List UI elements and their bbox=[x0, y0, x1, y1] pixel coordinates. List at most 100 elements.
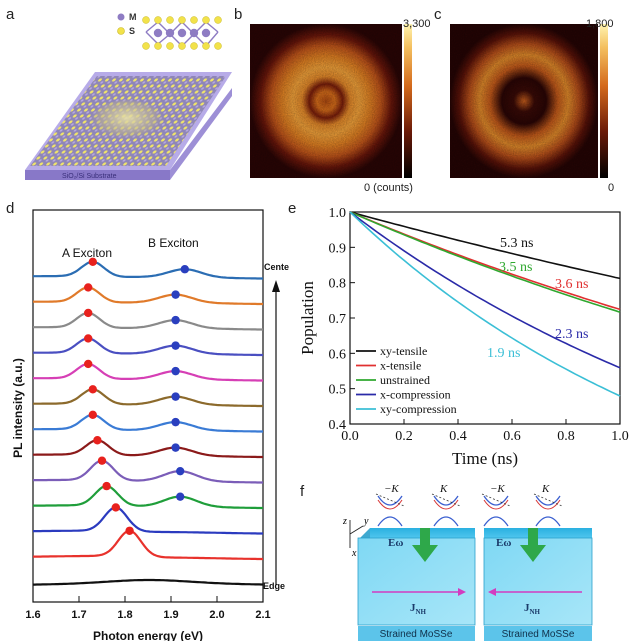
valley-label: K bbox=[541, 483, 550, 495]
a-exciton-marker bbox=[125, 526, 134, 535]
population-curve bbox=[349, 211, 621, 280]
chart-e-xtick-label: 0.8 bbox=[557, 429, 575, 444]
chart-e-ytick-label: 1.0 bbox=[329, 206, 347, 221]
colorbar-c-min: 0 bbox=[608, 182, 615, 194]
coordinate-axes bbox=[349, 520, 364, 548]
substrate-label: SiO₂/Si Substrate bbox=[62, 173, 117, 180]
substrate-side bbox=[25, 88, 232, 180]
slab-label-left-bg bbox=[358, 626, 475, 641]
axis-x-label: x bbox=[351, 548, 357, 559]
panel-letter-f: f bbox=[300, 483, 305, 500]
population-curve bbox=[349, 211, 621, 369]
chart-e-ytick-label: 0.7 bbox=[329, 312, 347, 327]
conduction-band-split bbox=[377, 499, 403, 510]
panel-letter-b: b bbox=[234, 6, 243, 23]
valence-band bbox=[433, 516, 459, 527]
substrate-top bbox=[25, 72, 232, 170]
legend-label: x-compression bbox=[380, 388, 451, 402]
chart-e-xtick-label: 0.2 bbox=[395, 429, 413, 444]
field-label-right: Eω bbox=[496, 537, 511, 549]
chart-d-xtick-label: 1.6 bbox=[25, 609, 40, 621]
chart-d-markers bbox=[84, 257, 189, 535]
chart-e-annotations: 5.3 ns 3.6 ns 3.5 ns 2.3 ns 1.9 ns bbox=[487, 236, 588, 361]
chart-d-xtick-label: 2.0 bbox=[209, 609, 224, 621]
spectrum-curve bbox=[32, 484, 263, 510]
chart-d-xtick-label: 1.9 bbox=[163, 609, 178, 621]
chart-e-legend: xy-tensilex-tensileunstrainedx-compressi… bbox=[356, 344, 457, 416]
chart-e-curves bbox=[349, 211, 621, 397]
tilt-guide bbox=[533, 493, 563, 507]
chart-e-ytick-label: 0.8 bbox=[329, 277, 347, 292]
chart-e-ylabel: Population bbox=[298, 281, 317, 355]
b-exciton-marker bbox=[171, 417, 180, 427]
a-exciton-marker bbox=[84, 359, 93, 369]
lifetime-annotation: 3.5 ns bbox=[499, 260, 532, 275]
molecule-m-atoms bbox=[153, 28, 211, 38]
legend-m-label: M bbox=[129, 12, 137, 22]
a-exciton-marker bbox=[84, 283, 93, 292]
conduction-band bbox=[433, 495, 459, 506]
population-curve bbox=[349, 211, 621, 397]
conduction-band bbox=[535, 495, 561, 506]
valley-label: −K bbox=[384, 483, 399, 495]
slab-right-front bbox=[483, 537, 593, 626]
tilt-guide bbox=[431, 493, 461, 507]
chart-d-xtick-label: 2.1 bbox=[255, 609, 270, 621]
colorbar-b-min: 0 (counts) bbox=[364, 182, 413, 194]
valley-label: K bbox=[439, 483, 448, 495]
spectrum-curve bbox=[33, 506, 263, 535]
spectrum-curve bbox=[33, 388, 263, 408]
monolayer-lattice bbox=[30, 76, 226, 166]
chart-d-curves bbox=[32, 260, 263, 586]
spectrum-curve bbox=[33, 362, 263, 382]
a-exciton-marker bbox=[88, 385, 98, 394]
conduction-band-split bbox=[433, 499, 459, 510]
valence-band bbox=[483, 516, 509, 527]
chart-e-ytick-label: 0.5 bbox=[329, 383, 347, 398]
b-exciton-marker bbox=[180, 265, 189, 274]
chart-d-frame bbox=[32, 209, 264, 603]
edge-label: Edge bbox=[263, 581, 285, 591]
spectrum-curve bbox=[33, 286, 263, 306]
legend-label: x-tensile bbox=[380, 359, 421, 373]
chart-d-ticks: 1.6 1.7 1.8 1.9 2.0 2.1 bbox=[25, 596, 271, 621]
spectrum-curve bbox=[33, 337, 263, 357]
bubble-dome bbox=[91, 100, 163, 140]
center-label: Cente bbox=[264, 262, 289, 272]
population-curve bbox=[349, 211, 621, 311]
b-exciton-marker bbox=[176, 492, 185, 501]
panel-letter-c: c bbox=[434, 6, 442, 23]
a-exciton-label: A Exciton bbox=[62, 246, 112, 260]
conduction-band-split bbox=[535, 499, 561, 510]
colorbar-b-max: 3,300 bbox=[403, 18, 431, 30]
molecule-s-atoms bbox=[142, 16, 222, 50]
spectrum-curve bbox=[32, 459, 263, 484]
legend-label: unstrained bbox=[380, 373, 430, 387]
spectrum-curve bbox=[33, 529, 263, 561]
edge-to-center-arrowhead bbox=[272, 280, 280, 292]
a-exciton-marker bbox=[88, 410, 98, 420]
chart-e-ytick-label: 0.9 bbox=[329, 241, 347, 256]
valley-label: −K bbox=[490, 483, 505, 495]
conduction-band bbox=[483, 495, 509, 506]
slab-left-top bbox=[370, 528, 475, 538]
panel-letter-e: e bbox=[288, 200, 297, 217]
slab-left-side bbox=[358, 528, 370, 625]
lifetime-annotation: 1.9 ns bbox=[487, 346, 520, 361]
molecule-side-view bbox=[145, 21, 219, 47]
map-b-image bbox=[250, 24, 402, 178]
a-exciton-marker bbox=[84, 334, 93, 343]
chart-e-frame bbox=[349, 211, 621, 425]
spectrum-curve bbox=[33, 439, 263, 459]
b-exciton-marker bbox=[176, 466, 185, 476]
legend-s-marker bbox=[117, 27, 125, 35]
chart-d-xtick-label: 1.8 bbox=[117, 609, 132, 621]
slab-left-front bbox=[357, 537, 476, 626]
legend-label: xy-tensile bbox=[380, 344, 427, 358]
spectrum-curve bbox=[33, 578, 263, 586]
map-c-image bbox=[450, 24, 598, 178]
b-exciton-label: B Exciton bbox=[148, 236, 199, 250]
